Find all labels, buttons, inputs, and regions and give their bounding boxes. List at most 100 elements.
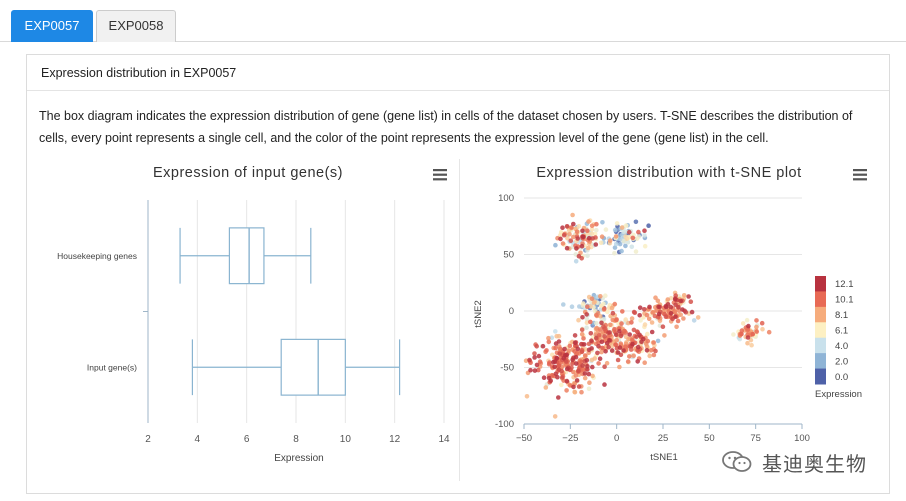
tsne-point (537, 359, 543, 364)
watermark-text: 基迪奥生物 (762, 452, 867, 476)
tsne-point (586, 341, 592, 347)
tsne-x-tick-label: −50 (516, 433, 532, 444)
tsne-point (567, 343, 573, 349)
tsne-point (612, 301, 618, 307)
tsne-point (618, 333, 624, 339)
box-x-tick-label: 12 (389, 434, 401, 445)
tsne-point (600, 345, 605, 351)
tsne-point (534, 344, 539, 349)
tsne-point (587, 380, 592, 385)
tsne-point (570, 361, 575, 366)
tsne-point (617, 328, 622, 334)
tsne-point (572, 333, 578, 338)
tsne-point (575, 346, 581, 352)
tsne-point (603, 293, 608, 298)
tsne-point (576, 368, 581, 373)
tsne-point (668, 311, 674, 316)
tsne-point (614, 317, 619, 322)
tsne-point (602, 306, 607, 311)
tsne-point (665, 297, 671, 302)
tsne-point (613, 332, 619, 338)
tsne-y-tick-label: -50 (500, 363, 514, 374)
tsne-point (609, 348, 615, 353)
tsne-point (636, 229, 641, 235)
tsne-point (766, 329, 772, 335)
tsne-point (598, 294, 603, 299)
tsne-point (599, 349, 604, 355)
tsne-point (599, 234, 605, 239)
tsne-point (564, 378, 570, 384)
tsne-point (556, 395, 561, 400)
tsne-point (552, 414, 558, 419)
tsne-point (627, 229, 632, 235)
tsne-point (676, 308, 682, 313)
tsne-point (651, 352, 657, 358)
tsne-point (597, 327, 603, 332)
tsne-point (638, 318, 643, 323)
tsne-point (534, 362, 540, 368)
tsne-point (559, 375, 565, 380)
tsne-point (675, 318, 681, 324)
tsne-point (637, 305, 643, 310)
tsne-point (540, 343, 546, 349)
tsne-legend-tick-label: 0.0 (835, 372, 848, 383)
tsne-x-tick-label: 100 (794, 433, 810, 444)
tsne-point (627, 354, 632, 359)
tsne-point (623, 234, 628, 239)
tsne-point (593, 332, 598, 337)
tsne-point (672, 309, 678, 315)
box-x-tick-label: 6 (244, 434, 250, 445)
tab-exp0058[interactable]: EXP0058 (96, 10, 176, 42)
tsne-point (605, 309, 610, 315)
tsne-point (749, 342, 754, 348)
tsne-point (585, 253, 590, 259)
tsne-point (681, 293, 687, 298)
tsne-point (656, 304, 661, 310)
tsne-point (645, 338, 651, 344)
tsne-point (561, 302, 566, 307)
tsne-point (607, 338, 612, 343)
tsne-point (554, 356, 560, 361)
tsne-point (584, 316, 590, 322)
tsne-point (745, 335, 751, 340)
tsne-point (606, 344, 611, 350)
tsne-point (594, 320, 599, 326)
tsne-point (558, 346, 563, 352)
tsne-point (560, 225, 565, 230)
tsne-point (586, 371, 592, 377)
tsne-point (546, 335, 551, 341)
tsne-point (613, 234, 619, 239)
tsne-point (617, 241, 623, 247)
tsne-point (553, 345, 558, 351)
tsne-point (689, 309, 695, 315)
tab-exp0057[interactable]: EXP0057 (11, 10, 93, 42)
tsne-point (598, 240, 604, 246)
tab-bar: EXP0057 EXP0058 (0, 0, 906, 42)
tsne-point (585, 228, 590, 233)
tsne-point (663, 314, 669, 319)
tsne-point (597, 356, 603, 361)
tsne-chart-xlabel: tSNE1 (650, 452, 677, 463)
tsne-point (653, 348, 658, 354)
tsne-point (596, 344, 601, 349)
tsne-point (577, 304, 582, 309)
tsne-point (586, 386, 592, 392)
tsne-point (656, 311, 662, 317)
tsne-point (607, 330, 612, 335)
tsne-point (672, 296, 678, 302)
tsne-point (565, 235, 570, 241)
tsne-point (593, 335, 599, 341)
tsne-chart-menu-button[interactable] (853, 169, 867, 181)
box-0 (179, 227, 312, 285)
tsne-point (655, 338, 661, 344)
tsne-point (581, 301, 586, 306)
tsne-point (754, 329, 759, 334)
tsne-point (585, 304, 590, 309)
tsne-point (553, 242, 558, 248)
tsne-point (594, 227, 599, 233)
tsne-point (649, 348, 654, 353)
tsne-x-tick-label: 50 (704, 433, 715, 444)
box-chart-menu-button[interactable] (433, 169, 447, 181)
tsne-point (631, 353, 636, 358)
tsne-point (627, 332, 632, 337)
